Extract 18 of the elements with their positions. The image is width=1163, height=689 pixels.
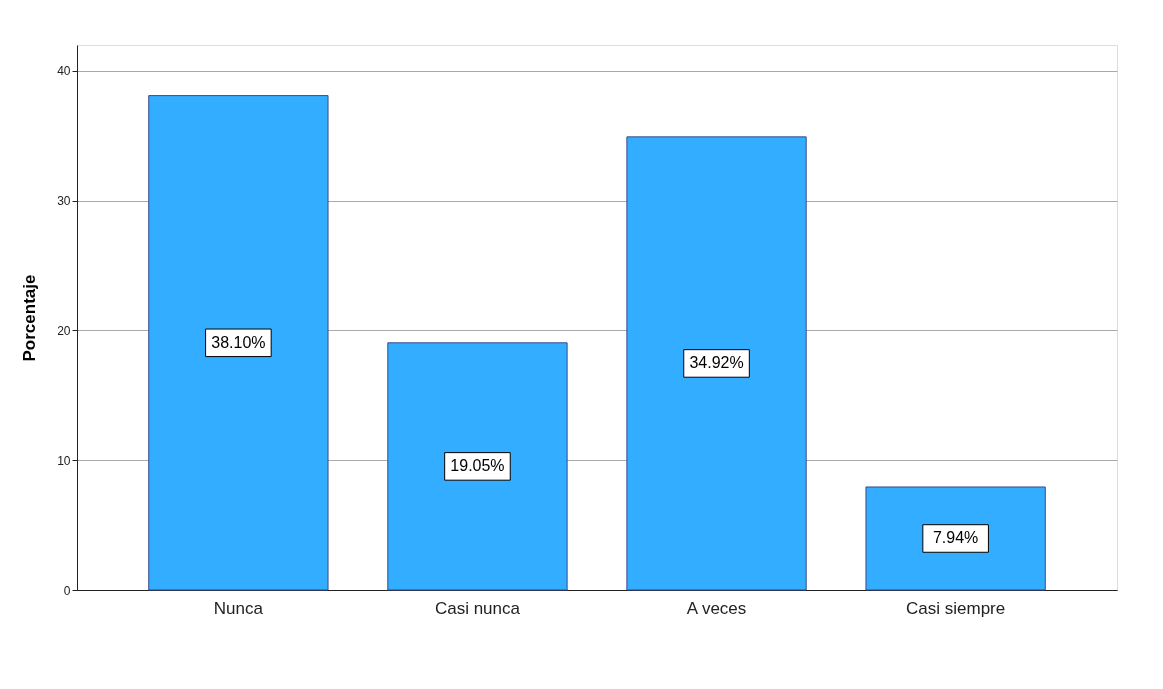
y-tick-label: 40	[57, 64, 71, 79]
data-label: 38.10%	[211, 333, 266, 351]
y-tick-label: 10	[57, 453, 71, 468]
x-tick-label: Casi nunca	[434, 598, 521, 618]
y-tick-label: 20	[57, 323, 71, 338]
x-tick-label: Nunca	[213, 598, 264, 618]
x-tick-label: A veces	[686, 598, 747, 618]
data-label: 19.05%	[450, 457, 505, 475]
y-tick-label: 30	[57, 194, 71, 209]
x-tick-label: Casi siempre	[906, 598, 1006, 618]
y-tick-label: 0	[63, 583, 71, 598]
data-label: 7.94%	[932, 529, 979, 547]
bar	[865, 486, 1046, 591]
bar	[148, 95, 329, 591]
bar	[626, 136, 807, 591]
data-label: 34.92%	[689, 354, 744, 372]
bar	[387, 342, 568, 591]
y-axis-title: Porcentaje	[20, 274, 40, 362]
